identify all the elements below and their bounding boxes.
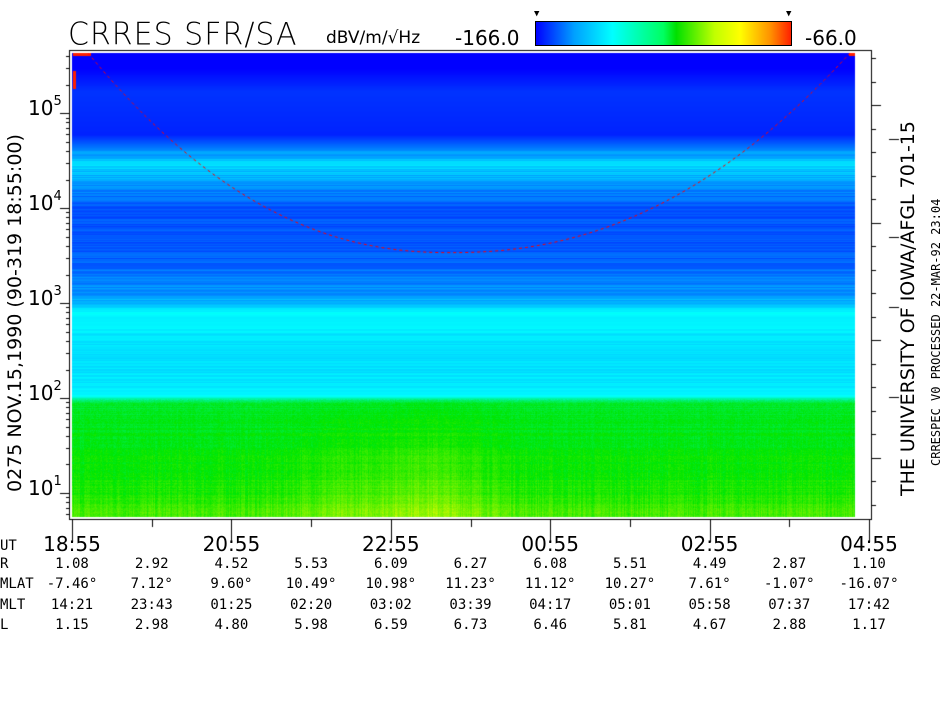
row-label-l: L (0, 617, 9, 633)
table-cell: 14:21 (50, 597, 94, 613)
table-cell: 04:17 (529, 597, 572, 613)
table-cell: 7.12° (130, 576, 173, 592)
table-cell: 11.23° (445, 576, 496, 592)
x-tick-label: 02:55 (680, 532, 739, 556)
table-cell: 6.59 (373, 617, 408, 633)
table-cell: 5.51 (613, 556, 647, 572)
table-cell: 01:25 (210, 597, 253, 613)
table-cell: 07:37 (768, 597, 811, 613)
table-cell: 9.60° (210, 576, 253, 592)
table-cell: -16.07° (839, 576, 899, 592)
table-cell: 2.98 (134, 617, 169, 633)
x-tick-label: 18:55 (43, 532, 101, 556)
table-cell: 05:58 (688, 597, 731, 613)
table-cell: 2.92 (134, 556, 169, 572)
table-cell: 2.87 (772, 556, 807, 572)
processing-label: CRRESPEC V0 PROCESSED 22-MAR-92 23:04 (929, 198, 943, 466)
table-cell: 1.17 (852, 617, 886, 633)
colorbar-max-marker-icon: ▼ (786, 9, 792, 19)
row-label-mlat: MLAT (0, 576, 34, 592)
table-cell: 6.27 (453, 556, 488, 572)
colorbar (535, 21, 792, 46)
table-cell: 23:43 (130, 597, 173, 613)
table-cell: 1.08 (55, 556, 89, 572)
table-cell: 10.98° (365, 576, 417, 592)
y-tick-label: 104 (28, 189, 62, 216)
table-cell: 03:02 (369, 597, 412, 613)
table-cell: 1.15 (55, 617, 89, 633)
institution-label: THE UNIVERSITY OF IOWA/AFGL 701-15 (897, 121, 919, 496)
table-cell: 02:20 (290, 597, 333, 613)
table-cell: -1.07° (764, 576, 815, 592)
table-cell: 4.80 (214, 617, 249, 633)
left-date-label: 0275 NOV.15,1990 (90-319 18:55:00) (4, 134, 26, 492)
x-tick-label: 04:55 (840, 532, 898, 556)
y-tick-label: 102 (28, 379, 62, 406)
table-cell: 6.09 (373, 556, 408, 572)
table-cell: 4.52 (214, 556, 249, 572)
x-tick-label: 22:55 (361, 532, 420, 556)
table-cell: 2.88 (772, 617, 807, 633)
chart-title: CRRES SFR/SA (68, 16, 298, 53)
table-cell: 5.53 (294, 556, 328, 572)
table-cell: 10.27° (604, 576, 656, 592)
table-cell: 1.10 (852, 556, 886, 572)
table-cell: 11.12° (524, 576, 576, 592)
table-cell: 6.73 (453, 617, 488, 633)
table-cell: 4.67 (692, 617, 727, 633)
y-tick-label: 103 (28, 284, 62, 311)
x-tick-label: 00:55 (521, 532, 580, 556)
row-label-ut: UT (0, 538, 17, 554)
table-cell: 10.49° (285, 576, 337, 592)
colorbar-min-label: -166.0 (455, 26, 520, 50)
table-cell: -7.46° (46, 576, 98, 592)
table-cell: 7.61° (688, 576, 731, 592)
colorbar-units: dBV/m/√Hz (326, 28, 421, 48)
y-tick-label: 101 (28, 474, 62, 501)
table-cell: 03:39 (449, 597, 492, 613)
y-tick-label: 105 (28, 94, 62, 121)
colorbar-max-label: -66.0 (805, 26, 857, 50)
table-cell: 6.46 (533, 617, 568, 633)
table-cell: 4.49 (692, 556, 727, 572)
table-cell: 6.08 (533, 556, 568, 572)
table-cell: 17:42 (847, 597, 891, 613)
row-label-r: R (0, 556, 9, 572)
colorbar-min-marker-icon: ▼ (534, 9, 540, 19)
x-tick-label: 20:55 (202, 532, 261, 556)
table-cell: 5.98 (294, 617, 328, 633)
table-cell: 5.81 (613, 617, 647, 633)
row-label-mlt: MLT (0, 597, 26, 613)
table-cell: 05:01 (608, 597, 651, 613)
